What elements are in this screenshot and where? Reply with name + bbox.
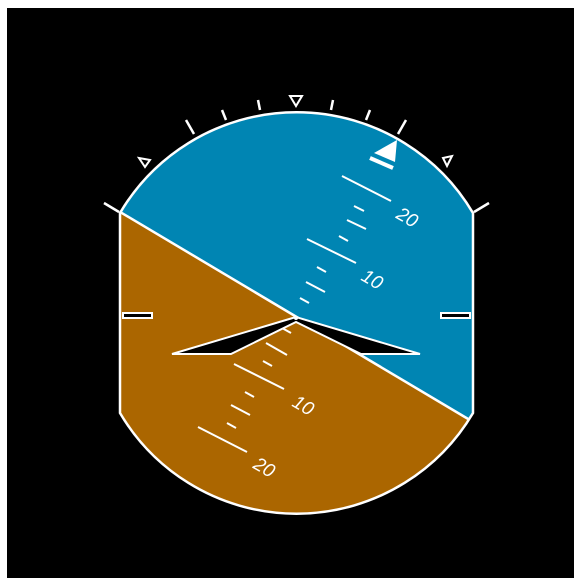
inverted-triangle-icon bbox=[288, 95, 304, 108]
pitch-line-down-20 bbox=[197, 426, 248, 453]
instrument-outline bbox=[118, 111, 475, 515]
pitch-tick-down-12 bbox=[244, 391, 255, 398]
roll-tick-left-60 bbox=[103, 201, 120, 214]
roll-tick-right-45 bbox=[441, 154, 454, 169]
pitch-tick-down-7 bbox=[262, 360, 273, 367]
right-reference-marker bbox=[440, 312, 471, 319]
left-reference-marker bbox=[122, 312, 153, 319]
roll-tick-right-60 bbox=[473, 201, 490, 214]
pitch-tick-down-15 bbox=[230, 404, 251, 416]
chevron-wings-icon bbox=[171, 315, 421, 355]
triangle-pointer-icon bbox=[369, 140, 397, 170]
roll-scale bbox=[103, 95, 490, 214]
roll-tick-right-20 bbox=[364, 109, 372, 121]
pitch-tick-down-17 bbox=[226, 422, 237, 429]
roll-tick-left-30 bbox=[184, 119, 196, 135]
pitch-tick-up-15 bbox=[346, 219, 367, 230]
pitch-ladder bbox=[197, 175, 392, 453]
roll-tick-right-30 bbox=[396, 119, 408, 135]
pitch-tick-up-5 bbox=[305, 281, 326, 293]
pitch-tick-up-2 bbox=[299, 297, 310, 304]
pitch-line-down-10 bbox=[233, 363, 285, 390]
horizon-display: 20 10 10 20 bbox=[120, 112, 473, 514]
horizon-line bbox=[120, 198, 473, 434]
pitch-tick-up-17 bbox=[353, 205, 365, 212]
pitch-tick-up-12 bbox=[338, 235, 349, 242]
roll-tick-left-20 bbox=[220, 109, 228, 121]
pitch-tick-up-7 bbox=[316, 266, 327, 273]
roll-tick-right-10 bbox=[329, 99, 335, 111]
roll-tick-left-10 bbox=[256, 99, 262, 111]
pitch-line-up-10 bbox=[306, 238, 357, 264]
pitch-line-up-20 bbox=[341, 175, 392, 202]
pitch-tick-down-5 bbox=[265, 342, 288, 356]
roll-tick-left-45 bbox=[136, 156, 152, 169]
